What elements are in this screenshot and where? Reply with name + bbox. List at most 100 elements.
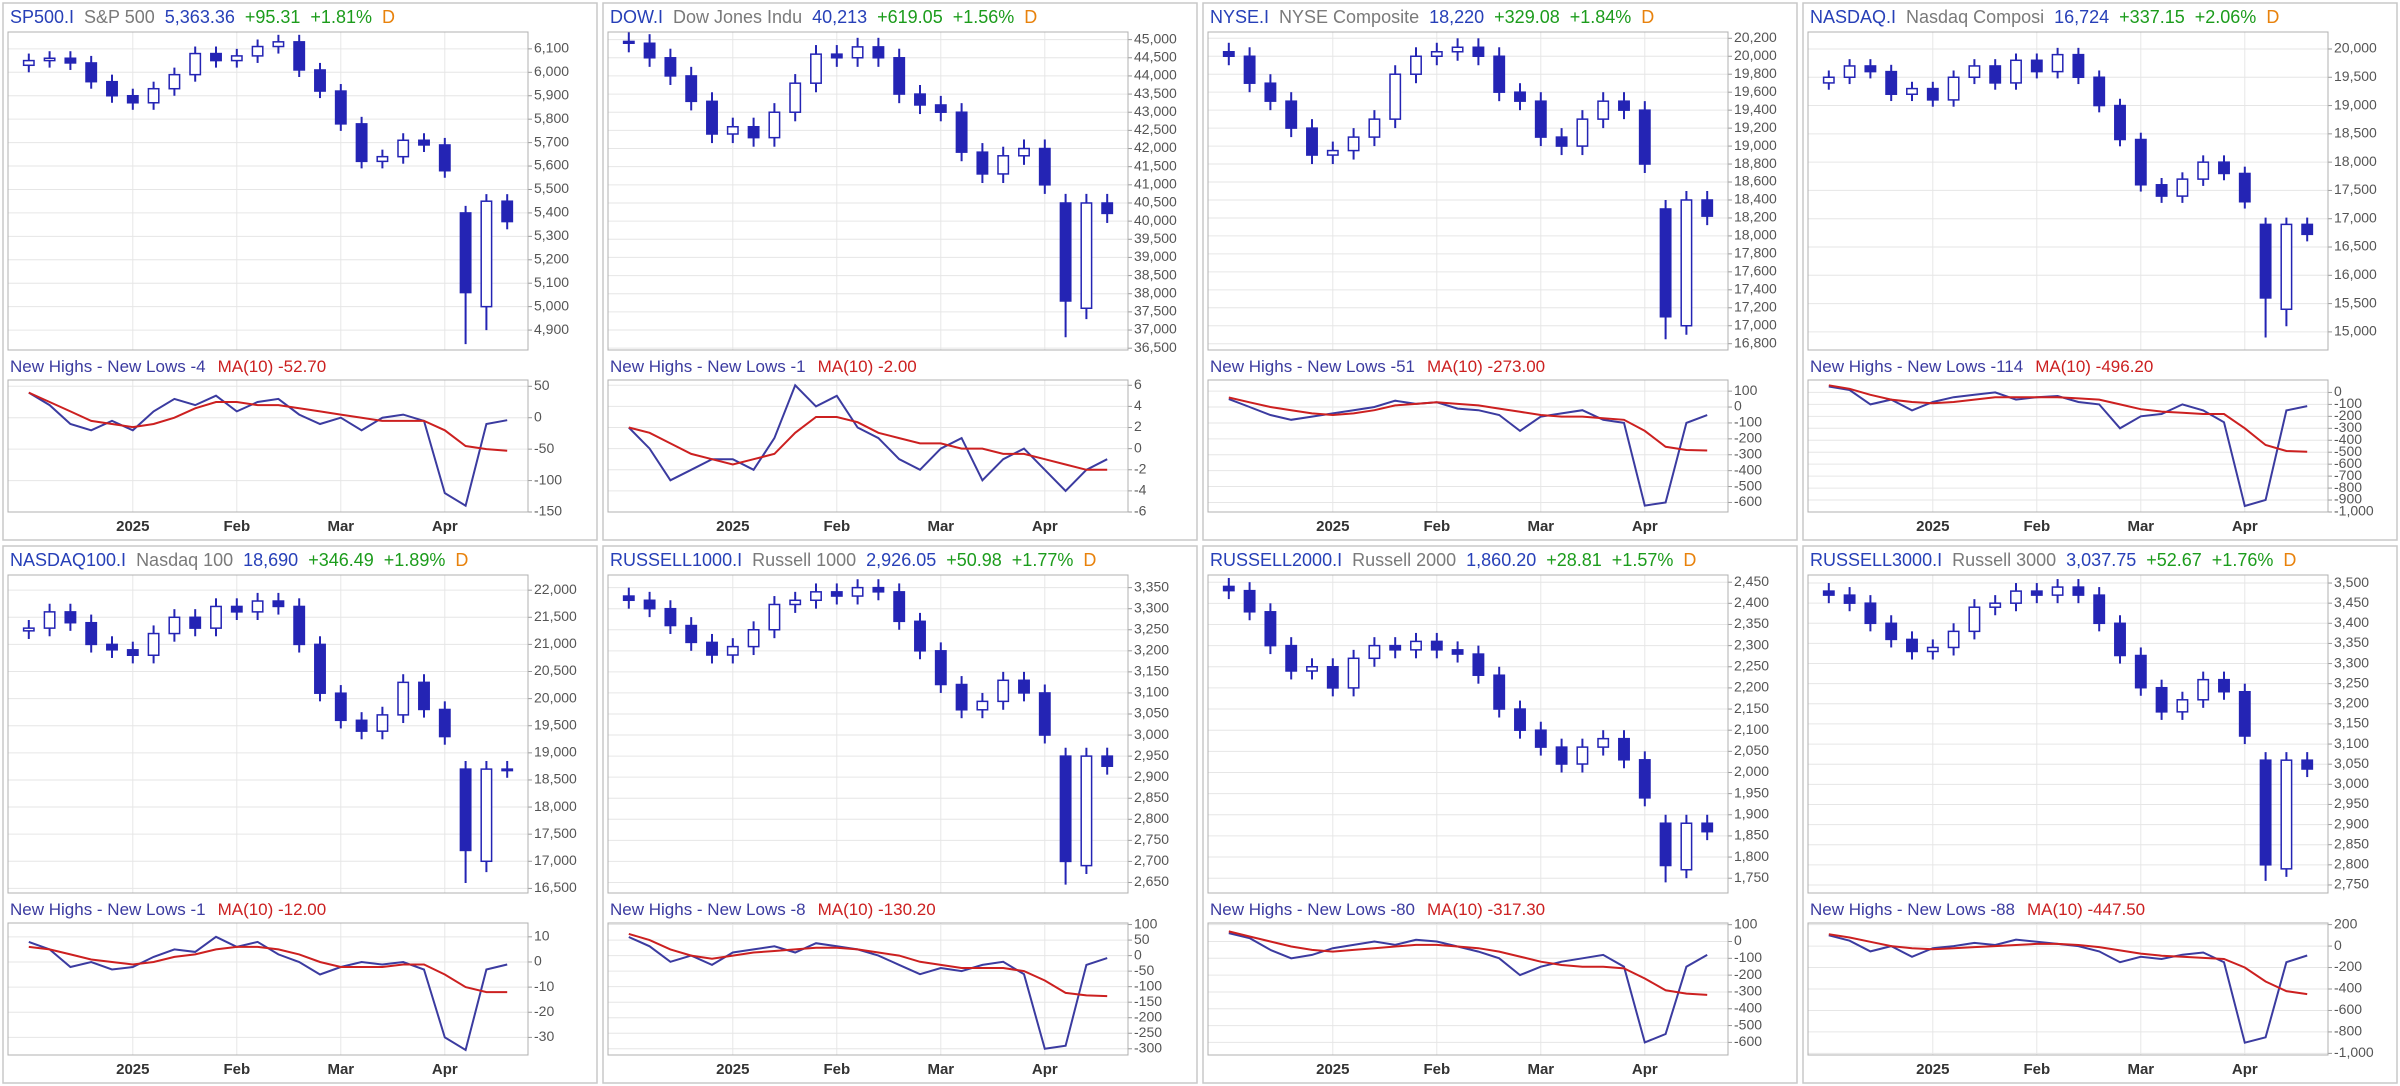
candle-body <box>664 607 677 627</box>
y-tick-label: 20,200 <box>1734 29 1777 45</box>
y-tick-label: 0 <box>1134 439 1142 455</box>
indicator-legend: New Highs - New Lows -88 MA(10) -447.50 <box>1810 900 2145 919</box>
candle-body <box>64 611 77 624</box>
candle-body <box>1451 649 1464 655</box>
candle-body <box>272 600 285 608</box>
candle-body <box>706 100 718 135</box>
y-tick-label: 2 <box>1134 418 1142 434</box>
candle-body <box>334 692 347 722</box>
candle-body <box>1576 746 1589 765</box>
candle-body <box>747 629 760 648</box>
candle-body <box>1326 666 1339 689</box>
candle-body <box>2134 138 2147 186</box>
candle-body <box>1243 589 1256 613</box>
y-tick-label: -600 <box>1734 1033 1762 1049</box>
candle-body <box>1306 127 1318 156</box>
panel-header: RUSSELL3000.I Russell 3000 3,037.75 +52.67 +… <box>1810 550 2296 570</box>
legend-entry: MA(10) -317.30 <box>1427 900 1545 919</box>
panel-header: NYSE.I NYSE Composite 18,220 +329.08 +1.84% D <box>1210 7 1654 27</box>
candle-body <box>726 125 739 135</box>
header-last: 2,926.05 <box>866 550 936 570</box>
candle-body <box>1410 640 1422 651</box>
indicator-line <box>1228 398 1708 507</box>
y-tick-label: -150 <box>1134 993 1162 1009</box>
y-tick-label: 45,000 <box>1134 30 1177 46</box>
y-tick-label: -700 <box>2334 467 2362 483</box>
candle-body <box>2259 759 2272 866</box>
candle-body <box>706 641 718 656</box>
y-tick-label: -400 <box>2334 431 2362 447</box>
legend-entry: MA(10) -12.00 <box>218 900 327 919</box>
x-tick-label: Apr <box>1632 518 1658 535</box>
candle-body <box>2301 223 2314 236</box>
candle-body <box>914 620 926 652</box>
y-tick-label: 17,000 <box>534 852 577 868</box>
candle-body <box>459 212 472 294</box>
candle-body <box>1059 755 1072 863</box>
candle-body <box>872 46 885 59</box>
y-tick-label: 42,000 <box>1134 139 1177 155</box>
candle-body <box>147 632 160 656</box>
indicator-line <box>1828 385 2308 508</box>
header-period: D <box>1083 550 1096 570</box>
y-tick-label: 41,000 <box>1134 176 1177 192</box>
y-tick-label: 18,800 <box>1734 155 1777 171</box>
plot-frame <box>1807 922 2329 1056</box>
y-tick-label: 5,200 <box>534 250 569 266</box>
candle-body <box>1389 644 1402 651</box>
header-name: NYSE Composite <box>1279 7 1419 27</box>
y-tick-label: 6,000 <box>534 63 569 79</box>
y-tick-label: 17,200 <box>1734 298 1777 314</box>
header-name: Russell 3000 <box>1952 550 2056 570</box>
y-tick-label: 0 <box>534 953 542 969</box>
y-tick-label: 19,000 <box>1734 137 1777 153</box>
y-tick-label: 36,500 <box>1134 339 1177 355</box>
header-change-pct: +1.76% <box>2212 550 2274 570</box>
indicator-line <box>1228 930 1708 996</box>
x-tick-label: 2025 <box>1916 1061 1949 1078</box>
header-name: Russell 1000 <box>752 550 856 570</box>
candle-body <box>1534 729 1547 748</box>
candle-body <box>1659 208 1672 318</box>
panel-header: NASDAQ100.I Nasdaq 100 18,690 +346.49 +1.89%… <box>10 550 468 570</box>
y-tick-label: 5,100 <box>534 274 569 290</box>
y-tick-label: -200 <box>1734 430 1762 446</box>
header-symbol: NASDAQ.I <box>1810 7 1896 27</box>
y-tick-label: 2,800 <box>2334 856 2369 872</box>
candle-body <box>397 681 410 716</box>
candle-body <box>1285 644 1298 672</box>
y-tick-label: 2,350 <box>1734 615 1769 631</box>
candle-body <box>210 605 222 629</box>
header-period: D <box>1024 7 1037 27</box>
y-tick-label: -4 <box>1134 482 1147 498</box>
candle-body <box>1822 76 1835 84</box>
x-tick-label: Mar <box>327 1061 354 1078</box>
candle-body <box>1968 606 1981 633</box>
y-tick-label: 100 <box>1134 915 1158 931</box>
candle-body <box>43 611 56 629</box>
x-tick-label: Apr <box>432 1061 458 1078</box>
candle-body <box>2051 586 2064 596</box>
candle-body <box>872 586 885 593</box>
x-tick-label: Feb <box>823 1061 850 1078</box>
candle-body <box>1885 70 1898 95</box>
y-tick-label: 3,150 <box>1134 663 1169 679</box>
header-period: D <box>2266 7 2279 27</box>
y-tick-label: 3,100 <box>1134 684 1169 700</box>
legend-entry: MA(10) -52.70 <box>218 357 327 376</box>
header-last: 1,860.20 <box>1466 550 1536 570</box>
y-tick-label: 5,400 <box>534 204 569 220</box>
indicator-line <box>28 391 508 452</box>
x-tick-label: Feb <box>1423 1061 1450 1078</box>
y-tick-label: 2,650 <box>1134 873 1169 889</box>
y-tick-label: 6,100 <box>534 40 569 56</box>
x-tick-label: 2025 <box>1316 1061 1349 1078</box>
candle-body <box>1080 202 1093 310</box>
y-tick-label: 3,300 <box>1134 599 1169 615</box>
y-tick-label: 19,600 <box>1734 83 1777 99</box>
header-change-pct: +1.81% <box>310 7 372 27</box>
y-tick-label: -100 <box>1134 977 1162 993</box>
x-tick-label: 2025 <box>1916 518 1949 535</box>
indicator-line <box>1228 396 1708 452</box>
